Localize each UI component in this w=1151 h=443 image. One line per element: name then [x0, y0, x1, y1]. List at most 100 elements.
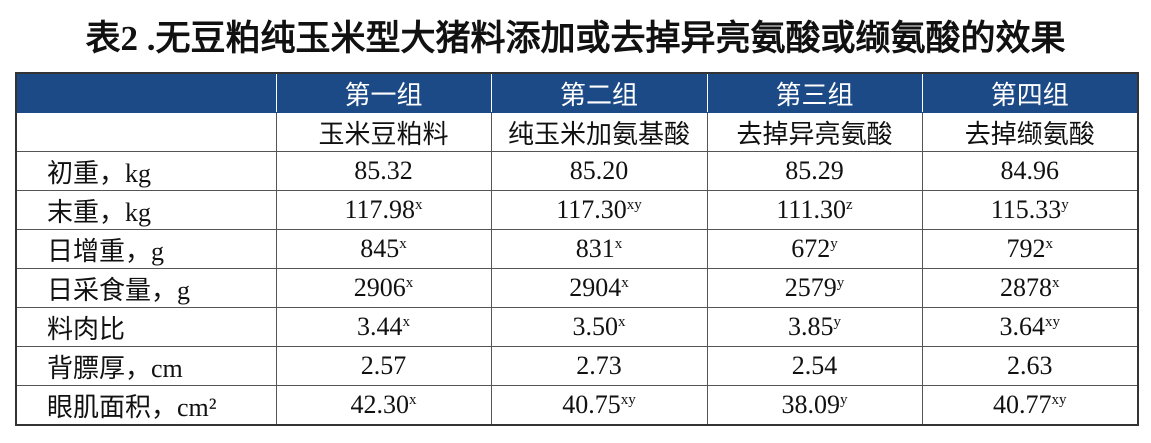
data-row: 末重，kg 117.98x 117.30xy 111.30z 115.33y — [15, 190, 1139, 230]
significance-mark: x — [405, 275, 414, 291]
group-header: 第一组 — [275, 72, 492, 113]
cell-value: 2878 — [1000, 273, 1052, 302]
significance-mark: x — [415, 197, 423, 213]
cell-value: 3.64 — [999, 312, 1046, 341]
significance-mark: xy — [1051, 392, 1067, 408]
group-header: 第四组 — [921, 72, 1139, 113]
data-row: 日增重，g 845x 831x 672y 792x — [15, 229, 1139, 269]
cell-value: 111.30 — [776, 195, 846, 224]
cell-value: 3.44 — [357, 312, 403, 341]
significance-mark: x — [399, 236, 407, 252]
significance-mark: x — [402, 314, 411, 330]
cell-value: 3.50 — [572, 312, 619, 341]
significance-mark: x — [409, 392, 417, 408]
cell-value: 2.63 — [1007, 351, 1053, 380]
row-label: 初重，kg — [15, 151, 277, 191]
data-cell: 85.20 — [490, 151, 708, 191]
cell-value: 792 — [1006, 234, 1046, 263]
data-row: 眼肌面积，cm² 42.30x 40.75xy 38.09y 40.77xy — [15, 385, 1139, 426]
results-table: 第一组 第二组 第三组 第四组 玉米豆粕料 纯玉米加氨基酸 去掉异亮氨酸 去掉缬氨酸 初重，kg… — [15, 72, 1139, 426]
cell-value: 38.09 — [781, 390, 841, 419]
group-header: 第二组 — [490, 72, 708, 113]
cell-value: 85.29 — [785, 156, 844, 185]
cell-value: 2906 — [353, 273, 406, 302]
significance-mark: y — [833, 314, 842, 330]
significance-mark: xy — [620, 392, 636, 408]
data-cell: 3.85y — [706, 307, 923, 347]
data-cell: 38.09y — [706, 385, 923, 426]
group-row: 第一组 第二组 第三组 第四组 — [15, 72, 1139, 113]
cell-value: 2.57 — [360, 351, 407, 380]
row-label: 背膘厚，cm — [15, 346, 277, 386]
data-cell: 2579y — [706, 268, 923, 308]
data-cell: 2906x — [275, 268, 492, 308]
data-cell: 3.44x — [275, 307, 492, 347]
data-row: 背膘厚，cm 2.57 2.73 2.54 2.63 — [15, 346, 1139, 386]
data-cell: 792x — [921, 229, 1139, 269]
row-label: 日采食量，g — [15, 268, 277, 308]
data-cell: 84.96 — [921, 151, 1139, 191]
data-cell: 2878x — [921, 268, 1139, 308]
cell-value: 2.73 — [576, 351, 622, 380]
group-header: 第三组 — [706, 72, 923, 113]
title: 表2 .无豆粕纯玉米型大猪料添加或去掉异亮氨酸或缬氨酸的效果 — [85, 19, 1066, 58]
row-label: 日增重，g — [15, 229, 277, 269]
data-cell: 3.64xy — [921, 307, 1139, 347]
cell-value: 40.77 — [993, 390, 1052, 419]
significance-mark: x — [1052, 275, 1060, 291]
cell-value: 3.85 — [788, 312, 834, 341]
corner-cell — [15, 112, 277, 152]
data-cell: 2.54 — [706, 346, 923, 386]
cell-value: 672 — [791, 234, 831, 263]
data-cell: 672y — [706, 229, 923, 269]
significance-mark: y — [830, 236, 838, 252]
treatment-row: 玉米豆粕料 纯玉米加氨基酸 去掉异亮氨酸 去掉缬氨酸 — [15, 112, 1139, 152]
cell-value: 40.75 — [562, 390, 621, 419]
corner-cell — [15, 72, 277, 113]
row-label: 料肉比 — [15, 307, 277, 347]
data-row: 初重，kg 85.32 85.20 85.29 84.96 — [15, 151, 1139, 191]
data-cell: 117.98x — [275, 190, 492, 230]
cell-value: 2904 — [569, 273, 622, 302]
data-cell: 831x — [490, 229, 708, 269]
significance-mark: z — [845, 197, 853, 213]
data-cell: 845x — [275, 229, 492, 269]
data-cell: 2.73 — [490, 346, 708, 386]
row-label: 末重，kg — [15, 190, 277, 230]
data-cell: 115.33y — [921, 190, 1139, 230]
data-row: 日采食量，g 2906x 2904x 2579y 2878x — [15, 268, 1139, 308]
cell-value: 117.98 — [344, 195, 416, 224]
significance-mark: y — [1061, 197, 1069, 213]
significance-mark: xy — [1045, 314, 1060, 330]
significance-mark: x — [621, 275, 629, 291]
data-cell: 2.63 — [921, 346, 1139, 386]
table-body: 第一组 第二组 第三组 第四组 玉米豆粕料 纯玉米加氨基酸 去掉异亮氨酸 去掉缬氨酸 初重，kg… — [15, 72, 1139, 426]
data-cell: 85.29 — [706, 151, 923, 191]
data-cell: 42.30x — [275, 385, 492, 426]
data-row: 料肉比 3.44x 3.50x 3.85y 3.64xy — [15, 307, 1139, 347]
significance-mark: y — [840, 392, 848, 408]
cell-value: 42.30 — [350, 390, 410, 419]
significance-mark: x — [1045, 236, 1054, 252]
data-cell: 111.30z — [706, 190, 923, 230]
cell-value: 2579 — [784, 273, 837, 302]
significance-mark: x — [618, 314, 626, 330]
treatment-header: 纯玉米加氨基酸 — [490, 112, 708, 152]
cell-value: 85.20 — [569, 156, 629, 185]
significance-mark: xy — [626, 197, 642, 213]
cell-value: 84.96 — [1000, 156, 1060, 185]
row-label: 眼肌面积，cm² — [15, 385, 277, 426]
cell-value: 2.54 — [791, 351, 838, 380]
data-cell: 117.30xy — [490, 190, 708, 230]
cell-value: 117.30 — [556, 195, 627, 224]
cell-value: 845 — [360, 234, 400, 263]
data-cell: 85.32 — [275, 151, 492, 191]
data-cell: 40.75xy — [490, 385, 708, 426]
cell-value: 831 — [575, 234, 615, 263]
cell-value: 115.33 — [990, 195, 1062, 224]
treatment-header: 去掉缬氨酸 — [921, 112, 1139, 152]
data-cell: 2904x — [490, 268, 708, 308]
data-cell: 3.50x — [490, 307, 708, 347]
cell-value: 85.32 — [354, 156, 413, 185]
